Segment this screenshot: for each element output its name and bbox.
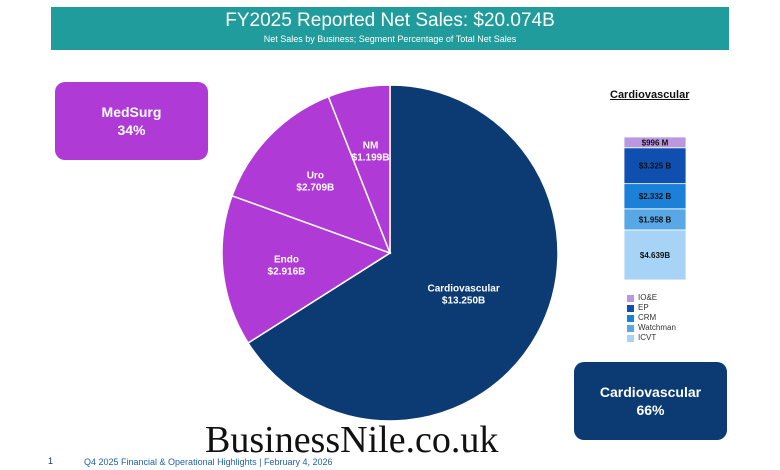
medsurg-callout-pct: 34% [117,122,146,138]
legend-item: Watchman [627,323,676,333]
legend-label: CRM [638,313,657,322]
stack-segment-ep [623,147,687,185]
pie-value-cardiovascular: $13.250B [442,295,485,306]
cardiovascular-callout-name: Cardiovascular [599,384,702,400]
pie-slice-endo [221,194,392,345]
legend-label: ICVT [638,333,657,342]
stack-label-watchman: $1.958 B [639,215,672,224]
legend-swatch [627,304,634,312]
legend-item: EP [627,303,676,313]
pie-slice-nm [327,84,391,254]
pie-label-uro: Uro [307,170,324,181]
pie-label-nm: NM [363,141,379,152]
pie-label-endo: Endo [274,254,299,265]
footer-text: Q4 2025 Financial & Operational Highligh… [84,457,333,467]
legend-item: CRM [627,313,676,323]
pie-label-cardiovascular: Cardiovascular [427,283,499,294]
pie-slice-uro [231,95,392,255]
legend-swatch [627,294,634,302]
legend-item: ICVT [627,333,676,343]
stack-label-crm: $2.332 B [639,192,672,201]
legend-label: EP [638,303,649,312]
stack-legend: IO&E EP CRM Watchman ICVT [627,293,676,343]
legend-label: IO&E [638,293,658,302]
stack-label-ep: $3.325 B [639,162,672,171]
legend-swatch [627,314,634,322]
stack-label-io-e: $996 M [642,138,669,147]
stack-segment-icvt [623,229,687,281]
pie-slice-cardiovascular [247,84,559,422]
cardiovascular-callout: Cardiovascular 66% [574,362,727,440]
stack-chart-title: Cardiovascular [610,89,690,101]
page-title: FY2025 Reported Net Sales: $20.074B [225,10,555,31]
cardiovascular-callout-pct: 66% [636,402,665,418]
legend-label: Watchman [638,323,676,332]
pie-value-endo: $2.916B [268,266,306,277]
medsurg-callout-name: MedSurg [101,104,162,120]
legend-swatch [627,324,634,332]
page-subtitle: Net Sales by Business; Segment Percentag… [263,34,517,44]
legend-item: IO&E [627,293,676,303]
title-banner: FY2025 Reported Net Sales: $20.074B Net … [51,7,729,50]
stack-label-icvt: $4.639B [640,251,670,260]
legend-swatch [627,334,634,342]
watermark-text: BusinessNile.co.uk [205,419,499,461]
stack-segment-crm [623,183,687,210]
page-number: 1 [48,456,54,466]
pie-value-nm: $1.199B [352,153,390,164]
stack-segment-io-e [623,136,687,149]
pie-value-uro: $2.709B [296,182,334,193]
medsurg-callout: MedSurg 34% [55,82,208,160]
